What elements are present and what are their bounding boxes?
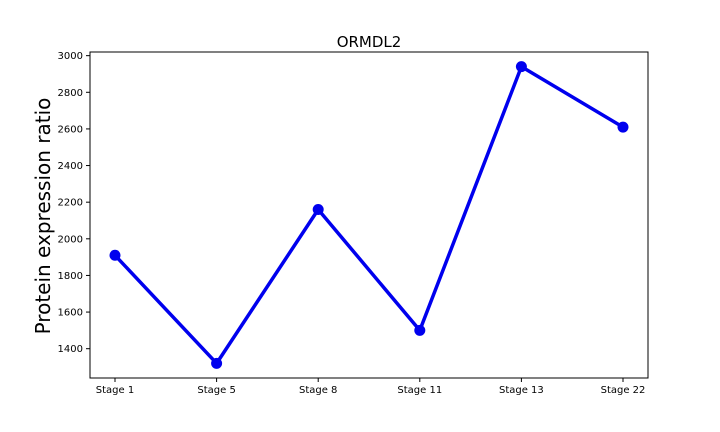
y-tick-label-0: 1400: [58, 344, 83, 355]
y-tick-label-8: 3000: [58, 51, 83, 62]
x-tick-label-0: Stage 1: [96, 385, 134, 396]
y-tick-label-3: 2000: [58, 234, 83, 245]
x-tick-label-5: Stage 22: [601, 385, 646, 396]
axes-frame: [89, 51, 649, 379]
data-point-3: [414, 324, 426, 336]
x-tick-label-2: Stage 8: [299, 385, 337, 396]
x-tick-label-3: Stage 11: [397, 385, 442, 396]
x-tick-label-1: Stage 5: [197, 385, 235, 396]
data-point-4: [515, 61, 527, 73]
y-axis-label: Protein expression ratio: [31, 98, 55, 335]
data-point-1: [211, 357, 223, 369]
data-point-5: [617, 121, 629, 133]
plot-area: 1400 1600 1800 2000 2200 2400 2600 2800 3000 Stag…: [58, 51, 649, 396]
y-tick-label-1: 1600: [58, 308, 83, 319]
y-tick-label-7: 2800: [58, 88, 83, 99]
y-tick-label-5: 2400: [58, 161, 83, 172]
data-point-2: [312, 204, 324, 216]
y-tick-label-6: 2600: [58, 124, 83, 135]
y-tick-label-4: 2200: [58, 198, 83, 209]
chart-title: ORMDL2: [337, 33, 402, 51]
x-tick-label-4: Stage 13: [499, 385, 544, 396]
series-line-0: [113, 64, 624, 366]
data-point-0: [109, 249, 121, 261]
y-tick-label-2: 1800: [58, 271, 83, 282]
